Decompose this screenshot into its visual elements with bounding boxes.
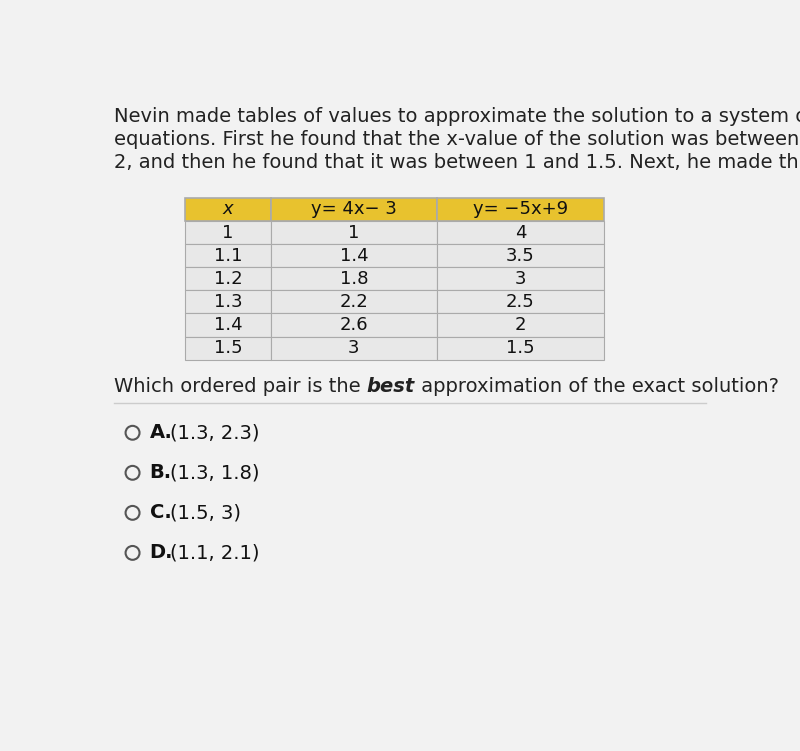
Text: 1.2: 1.2	[214, 270, 242, 288]
Bar	[186, 198, 270, 221]
Text: 2, and then he found that it was between 1 and 1.5. Next, he made this table.: 2, and then he found that it was between…	[114, 153, 800, 172]
Text: 1.4: 1.4	[214, 316, 242, 334]
Text: x: x	[222, 201, 233, 219]
Text: 4: 4	[514, 224, 526, 242]
Bar	[186, 313, 270, 336]
Bar	[437, 198, 604, 221]
Text: (1.3, 2.3): (1.3, 2.3)	[170, 424, 259, 442]
Text: 3.5: 3.5	[506, 246, 535, 264]
Text: 3: 3	[514, 270, 526, 288]
Text: 1: 1	[348, 224, 359, 242]
Bar	[437, 291, 604, 313]
Bar	[270, 198, 437, 221]
Text: approximation of the exact solution?: approximation of the exact solution?	[415, 376, 779, 396]
Bar	[186, 221, 270, 244]
Text: 2.5: 2.5	[506, 293, 535, 311]
Bar	[270, 267, 437, 291]
Bar	[186, 291, 270, 313]
Text: best: best	[367, 376, 415, 396]
Text: C.: C.	[150, 503, 171, 523]
Text: 1: 1	[222, 224, 234, 242]
Bar	[270, 291, 437, 313]
Text: 1.3: 1.3	[214, 293, 242, 311]
Bar	[186, 336, 270, 360]
Text: 2: 2	[514, 316, 526, 334]
Text: 1.5: 1.5	[506, 339, 534, 357]
Bar	[270, 313, 437, 336]
Bar	[437, 336, 604, 360]
Text: Nevin made tables of values to approximate the solution to a system of: Nevin made tables of values to approxima…	[114, 107, 800, 126]
Text: y= 4x− 3: y= 4x− 3	[311, 201, 397, 219]
Text: 2.6: 2.6	[339, 316, 368, 334]
Bar	[270, 336, 437, 360]
Text: B.: B.	[150, 463, 172, 482]
Text: (1.1, 2.1): (1.1, 2.1)	[170, 544, 259, 562]
Text: 3: 3	[348, 339, 359, 357]
Text: (1.3, 1.8): (1.3, 1.8)	[170, 463, 259, 482]
Bar	[437, 221, 604, 244]
Text: 1.4: 1.4	[339, 246, 368, 264]
Bar	[437, 313, 604, 336]
Text: y= −5x+9: y= −5x+9	[473, 201, 568, 219]
Text: 1.5: 1.5	[214, 339, 242, 357]
Text: Which ordered pair is the: Which ordered pair is the	[114, 376, 367, 396]
Text: 2.2: 2.2	[339, 293, 368, 311]
Bar	[270, 244, 437, 267]
Text: (1.5, 3): (1.5, 3)	[170, 503, 241, 523]
Bar	[186, 244, 270, 267]
Text: D.: D.	[150, 544, 173, 562]
Bar	[437, 267, 604, 291]
Text: 1.1: 1.1	[214, 246, 242, 264]
Text: 1.8: 1.8	[339, 270, 368, 288]
Text: A.: A.	[150, 424, 173, 442]
Bar	[270, 221, 437, 244]
Text: equations. First he found that the x-value of the solution was between 1 and: equations. First he found that the x-val…	[114, 130, 800, 149]
Bar	[437, 244, 604, 267]
Bar	[186, 267, 270, 291]
